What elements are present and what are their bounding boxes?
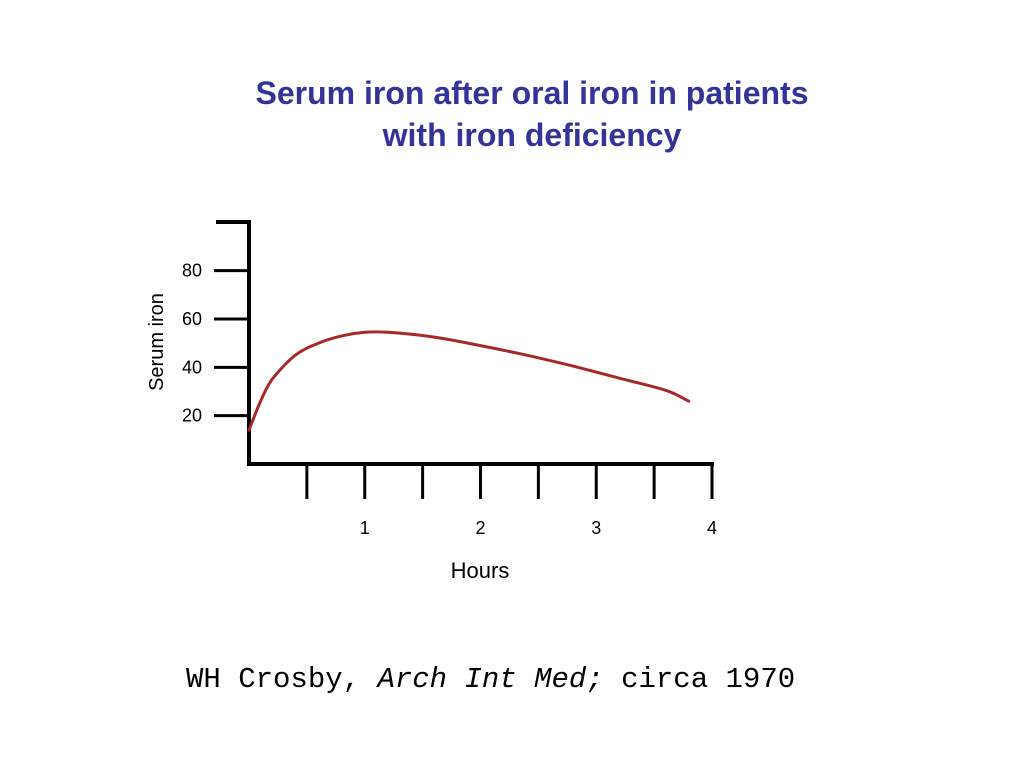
title-line-1: Serum iron after oral iron in patients (255, 75, 809, 111)
x-tick-label: 4 (707, 518, 717, 538)
x-tick-label: 2 (475, 518, 485, 538)
citation-date: circa 1970 (603, 663, 796, 696)
chart-series (247, 330, 691, 432)
slide-title: Serum iron after oral iron in patients w… (112, 72, 952, 156)
x-tick-label: 1 (360, 518, 370, 538)
citation-journal: Arch Int Med; (377, 663, 604, 696)
citation-author: WH Crosby, (186, 663, 378, 696)
y-tick-label: 20 (182, 406, 202, 426)
x-axis-label: Hours (451, 558, 510, 583)
x-tick-label: 3 (591, 518, 601, 538)
y-tick-label: 40 (182, 357, 202, 377)
title-line-2: with iron deficiency (382, 117, 682, 153)
chart-tick-labels: 20 40 60 80 1 2 3 4 (182, 261, 717, 538)
y-tick-label: 60 (182, 309, 202, 329)
y-axis-label: Serum iron (146, 293, 168, 391)
citation: WH Crosby, Arch Int Med; circa 1970 (186, 660, 886, 700)
y-tick-label: 80 (182, 261, 202, 281)
serum-iron-curve (247, 330, 691, 432)
chart-ticks (214, 269, 714, 499)
